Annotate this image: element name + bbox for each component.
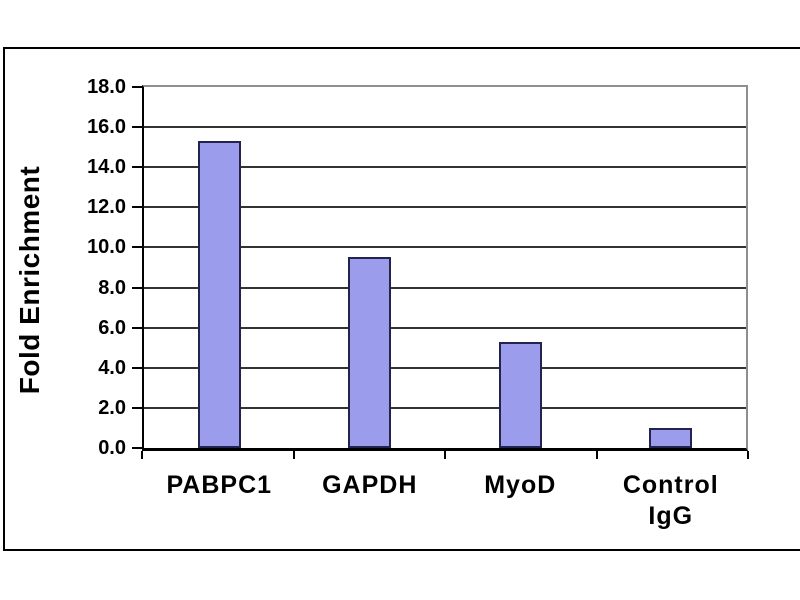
y-axis-tick-label: 0.0 [98, 437, 126, 459]
x-category-label-gapdh: GAPDH [322, 471, 418, 499]
plot-area [142, 85, 748, 451]
gridline-16 [144, 126, 746, 129]
y-axis-tick-label: 6.0 [98, 316, 126, 339]
x-category-label-myod: MyoD [484, 471, 557, 499]
bar-pabpc1 [197, 141, 241, 448]
x-axis-tick [292, 451, 295, 459]
y-axis-tick [132, 447, 142, 449]
y-axis-tick [132, 286, 142, 289]
gridline-10 [144, 246, 746, 249]
y-axis-tick [132, 246, 142, 249]
y-axis-tick [132, 86, 142, 88]
y-axis-tick [132, 326, 142, 329]
x-axis-tick [747, 451, 749, 459]
bar-control-igg [649, 427, 693, 448]
y-axis-tick-label: 14.0 [87, 156, 126, 179]
y-axis-tick-label: 16.0 [87, 116, 126, 139]
y-axis-tick-label: 2.0 [98, 396, 126, 419]
y-axis-tick-label: 10.0 [87, 236, 126, 259]
y-axis-tick [132, 126, 142, 129]
gridline-12 [144, 206, 746, 209]
x-axis-tick [595, 451, 598, 459]
y-axis-tick [132, 206, 142, 209]
y-axis-tick [132, 166, 142, 169]
y-axis-tick [132, 366, 142, 369]
gridline-8 [144, 286, 746, 289]
gridline-14 [144, 166, 746, 169]
y-axis-tick-label: 8.0 [98, 276, 126, 299]
y-axis-tick [132, 406, 142, 409]
y-axis-tick-label: 4.0 [98, 356, 126, 379]
x-axis-tick [141, 451, 143, 459]
bar-gapdh [348, 257, 392, 448]
x-category-label-pabpc1: PABPC1 [166, 471, 273, 499]
y-axis-tick-label: 12.0 [87, 196, 126, 219]
gridline-6 [144, 326, 746, 329]
bar-myod [498, 341, 542, 448]
x-category-label-control-igg: Control IgG [622, 471, 719, 530]
y-axis-tick-label: 18.0 [87, 76, 126, 98]
x-axis-tick [444, 451, 446, 459]
gridline-2 [144, 406, 746, 409]
gridline-4 [144, 366, 746, 369]
